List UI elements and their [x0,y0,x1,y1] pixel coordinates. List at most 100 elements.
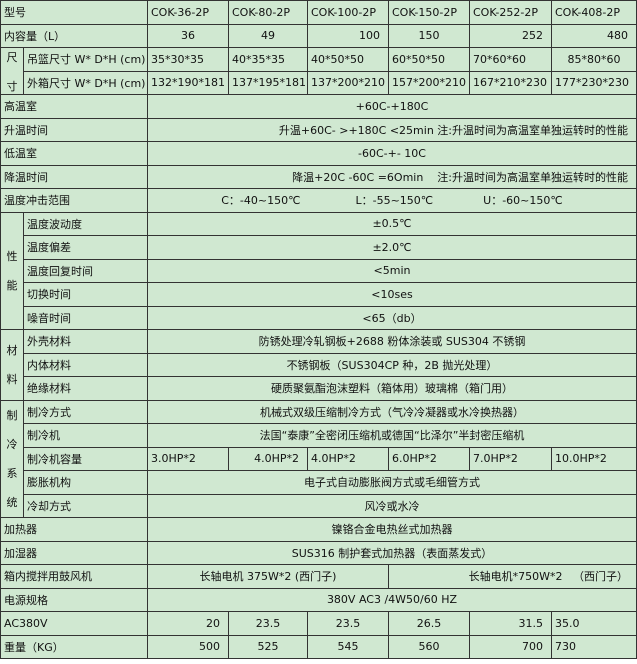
cell: 硬质聚氨酯泡沫塑料（箱体用）玻璃棉（箱门用） [147,376,637,401]
row-capacity: 内容量（L） 36 49 100 150 252 480 [0,23,637,48]
cell: C：-40~150℃ L：-55~150℃ U：-60~150℃ [147,188,637,213]
label: 冷却方式 [23,493,148,518]
cell: 机械式双级压缩制冷方式（气冷冷凝器或水冷换热器） [147,399,637,424]
cell: 6.0HP*2 [388,446,470,471]
cell: 500 [147,634,229,659]
model: COK-150-2P [388,0,470,25]
shock-l: L：-55~150℃ [355,194,434,208]
cell: 26.5 [388,611,470,636]
cell: 电子式自动膨胀阀方式或毛细管方式 [147,470,637,495]
label: 内体材料 [23,352,148,377]
cell: 480 [551,23,637,48]
cell: 167*210*230 [469,70,552,95]
cell: 545 [307,634,389,659]
cell: 132*190*181 [147,70,229,95]
label: 重量（KG） [0,634,148,659]
row-model: 型号 COK-36-2P COK-80-2P COK-100-2P COK-150-2… [0,0,637,25]
label: 制冷机容量 [23,446,148,471]
cell: 70*60*60 [469,47,552,72]
cell: 20 [147,611,229,636]
cell: 23.5 [307,611,389,636]
label: 外箱尺寸 W* D*H (cm) [23,70,148,95]
label: 制冷机 [23,423,148,448]
cell: 升温+60C- >+180C <25min 注:升温时间为高温室单独运转时的性能 [147,117,637,142]
row-basket: 尺寸吊篮尺寸 W* D*H (cm) 35*30*35 40*35*35 40*50… [0,47,637,95]
label: 升温时间 [0,117,148,142]
cell: 730 [551,634,637,659]
row-outer: 外箱尺寸 W* D*H (cm) 132*190*181 137*195*181 1… [1,70,637,95]
cell: 35*30*35 [147,47,229,72]
cell: <5min [147,258,637,283]
label: 加热器 [0,517,148,542]
cell: 85*80*60 [551,47,637,72]
cell: 降温+20C -60C =6Omin 注:升温时间为高温室单独运转时的性能 [147,164,637,189]
cell: 23.5 [228,611,308,636]
cell: ±2.0℃ [147,235,637,260]
cell: 3.0HP*2 [147,446,229,471]
model: COK-408-2P [551,0,637,25]
cell: 10.0HP*2 [551,446,637,471]
cell: 36 [147,23,229,48]
label: 温度偏差 [23,235,148,260]
model: COK-36-2P [147,0,229,25]
label: 低温室 [0,141,148,166]
cell: 100 [307,23,389,48]
cell: 560 [388,634,470,659]
label: 噪音时间 [23,305,148,330]
cell: 137*200*210 [307,70,389,95]
cell: 137*195*181 [228,70,308,95]
cell: 防锈处理冷轧钢板+2688 粉体涂装或 SUS304 不锈钢 [147,329,637,354]
cell: <10ses [147,282,637,307]
label: 外壳材料 [23,329,148,354]
label: 温度波动度 [23,211,148,236]
cell: 60*50*50 [388,47,470,72]
group-performance: 性能 [0,211,24,330]
cell: 长轴电机*750W*2 （西门子） [388,564,637,589]
label: 型号 [0,0,148,25]
label: 吊篮尺寸 W* D*H (cm) [23,47,148,72]
cell: 长轴电机 375W*2 (西门子) [147,564,389,589]
cell: <65（db） [147,305,637,330]
label: 电源规格 [0,587,148,612]
label: 温度冲击范围 [0,188,148,213]
cell: 150 [388,23,470,48]
cell: 31.5 [469,611,552,636]
label: 切换时间 [23,282,148,307]
cell: 525 [228,634,308,659]
shock-c: C：-40~150℃ [221,194,301,208]
cell: 49 [228,23,308,48]
cell: 4.0HP*2 [307,446,389,471]
label: AC380V [0,611,148,636]
cell: 252 [469,23,552,48]
label: 绝缘材料 [23,376,148,401]
cell: 157*200*210 [388,70,470,95]
cell: 4.0HP*2 [228,446,308,471]
group-cooling: 制冷系统 [0,399,24,518]
cell: 40*50*50 [307,47,389,72]
label: 加湿器 [0,540,148,565]
group-material: 材料 [0,329,24,401]
group-size: 尺寸 [0,47,24,95]
label: 箱内搅拌用鼓风机 [0,564,148,589]
cell: 177*230*230 [551,70,637,95]
cell: 380V AC3 /4W50/60 HZ [147,587,637,612]
cell: 风冷或水冷 [147,493,637,518]
cell: 700 [469,634,552,659]
cell: 40*35*35 [228,47,308,72]
cell: 35.0 [551,611,637,636]
model: COK-100-2P [307,0,389,25]
cell: 不锈钢板（SUS304CP 种，2B 抛光处理） [147,352,637,377]
label: 制冷方式 [23,399,148,424]
label: 高温室 [0,94,148,119]
shock-u: U：-60~150℃ [483,194,563,208]
model: COK-80-2P [228,0,308,25]
label: 膨胀机构 [23,470,148,495]
cell: 7.0HP*2 [469,446,552,471]
label: 降温时间 [0,164,148,189]
cell: 镍铬合金电热丝式加热器 [147,517,637,542]
label: 温度回复时间 [23,258,148,283]
cell: -60C-+- 10C [147,141,637,166]
label: 内容量（L） [0,23,148,48]
cell: SUS316 制护套式加热器（表面蒸发式） [147,540,637,565]
